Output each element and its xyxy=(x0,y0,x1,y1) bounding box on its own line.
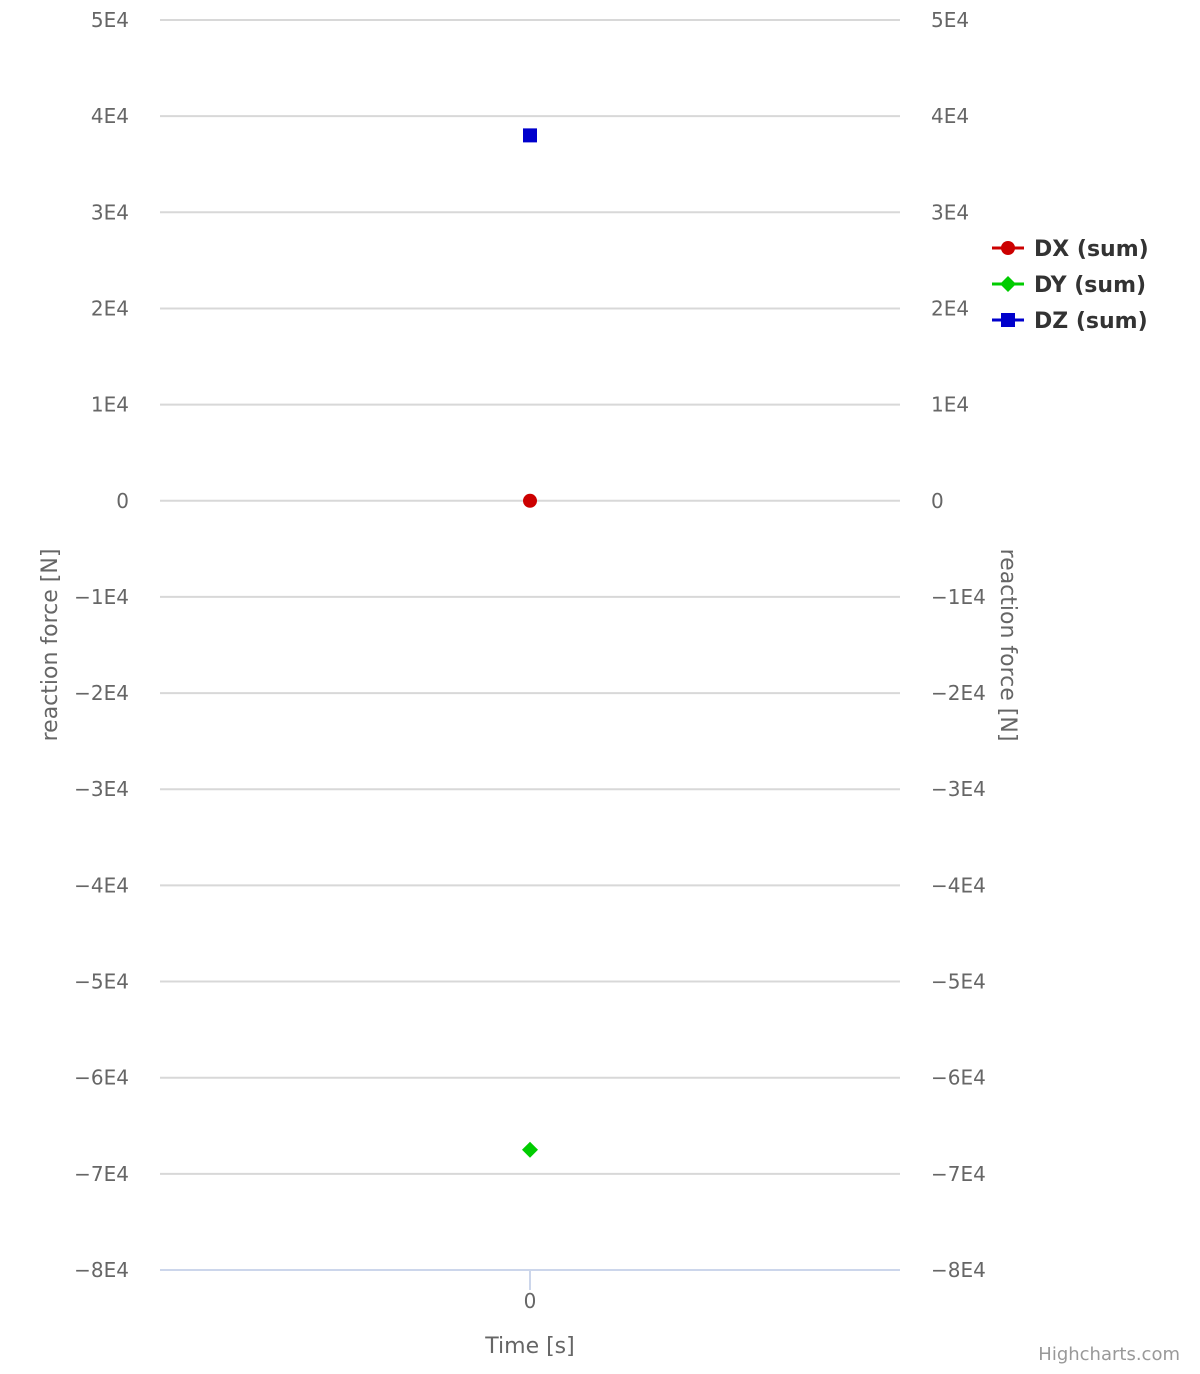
y-tick-label-left: −6E4 xyxy=(74,1066,129,1090)
y-tick-label-right: −4E4 xyxy=(931,873,986,897)
y-tick-label-right: −7E4 xyxy=(931,1162,986,1186)
y-tick-label-right: −8E4 xyxy=(931,1258,986,1282)
y-tick-label-right: −2E4 xyxy=(931,681,986,705)
data-point-diamond[interactable] xyxy=(522,1141,538,1158)
y-tick-label-right: 0 xyxy=(931,489,944,513)
y-tick-label-right: −3E4 xyxy=(931,777,986,801)
left-y-axis-ticks: 5E4 4E4 3E4 2E4 1E4 0 −1E4 −2E4 −3E4 −4E4 −5E4 −6E4… xyxy=(74,8,129,1282)
y-tick-label-left: 2E4 xyxy=(91,296,129,320)
y-tick-label-left: 5E4 xyxy=(91,8,129,32)
y-tick-label-right: 2E4 xyxy=(931,296,969,320)
y-tick-label-left: 0 xyxy=(116,489,129,513)
y-tick-label-left: −8E4 xyxy=(74,1258,129,1282)
y-tick-label-left: −4E4 xyxy=(74,873,129,897)
y-tick-label-left: −5E4 xyxy=(74,970,129,994)
y-axis-title-right: reaction force [N] xyxy=(995,549,1020,742)
data-point-square[interactable] xyxy=(523,128,537,143)
legend-item[interactable]: DZ (sum) xyxy=(992,309,1148,334)
y-tick-label-left: 1E4 xyxy=(91,393,129,417)
y-tick-label-right: 3E4 xyxy=(931,200,969,224)
right-y-axis-ticks: 5E4 4E4 3E4 2E4 1E4 0 −1E4 −2E4 −3E4 −4E4 −5E4 −6E4… xyxy=(931,8,986,1282)
y-tick-label-right: 4E4 xyxy=(931,104,969,128)
legend-label: DY (sum) xyxy=(1034,273,1146,298)
y-tick-label-left: −7E4 xyxy=(74,1162,129,1186)
y-tick-label-left: −3E4 xyxy=(74,777,129,801)
x-axis: 0 xyxy=(524,1270,537,1313)
y-tick-label-left: 4E4 xyxy=(91,104,129,128)
legend-label: DX (sum) xyxy=(1034,237,1149,262)
y-tick-label-right: 5E4 xyxy=(931,8,969,32)
y-tick-label-right: −6E4 xyxy=(931,1066,986,1090)
x-axis-title: Time [s] xyxy=(484,1334,574,1359)
legend-item[interactable]: DY (sum) xyxy=(992,273,1146,298)
data-point-circle[interactable] xyxy=(523,493,537,508)
x-tick-label: 0 xyxy=(524,1289,537,1313)
series-markers xyxy=(522,128,538,1158)
credits-link[interactable]: Highcharts.com xyxy=(1038,1344,1180,1365)
y-axis-title-left: reaction force [N] xyxy=(38,549,63,742)
grid-lines xyxy=(160,19,900,1271)
legend-symbol-diamond xyxy=(1000,276,1016,292)
y-tick-label-right: −1E4 xyxy=(931,585,986,609)
y-tick-label-left: 3E4 xyxy=(91,200,129,224)
y-tick-label-right: 1E4 xyxy=(931,393,969,417)
y-tick-label-left: −1E4 xyxy=(74,585,129,609)
legend-symbol-square xyxy=(1001,313,1015,327)
y-tick-label-right: −5E4 xyxy=(931,970,986,994)
legend-label: DZ (sum) xyxy=(1034,309,1148,334)
legend: DX (sum) DY (sum) DZ (sum) xyxy=(992,237,1149,334)
legend-symbol-circle xyxy=(1001,241,1015,255)
y-tick-label-left: −2E4 xyxy=(74,681,129,705)
legend-item[interactable]: DX (sum) xyxy=(992,237,1149,262)
